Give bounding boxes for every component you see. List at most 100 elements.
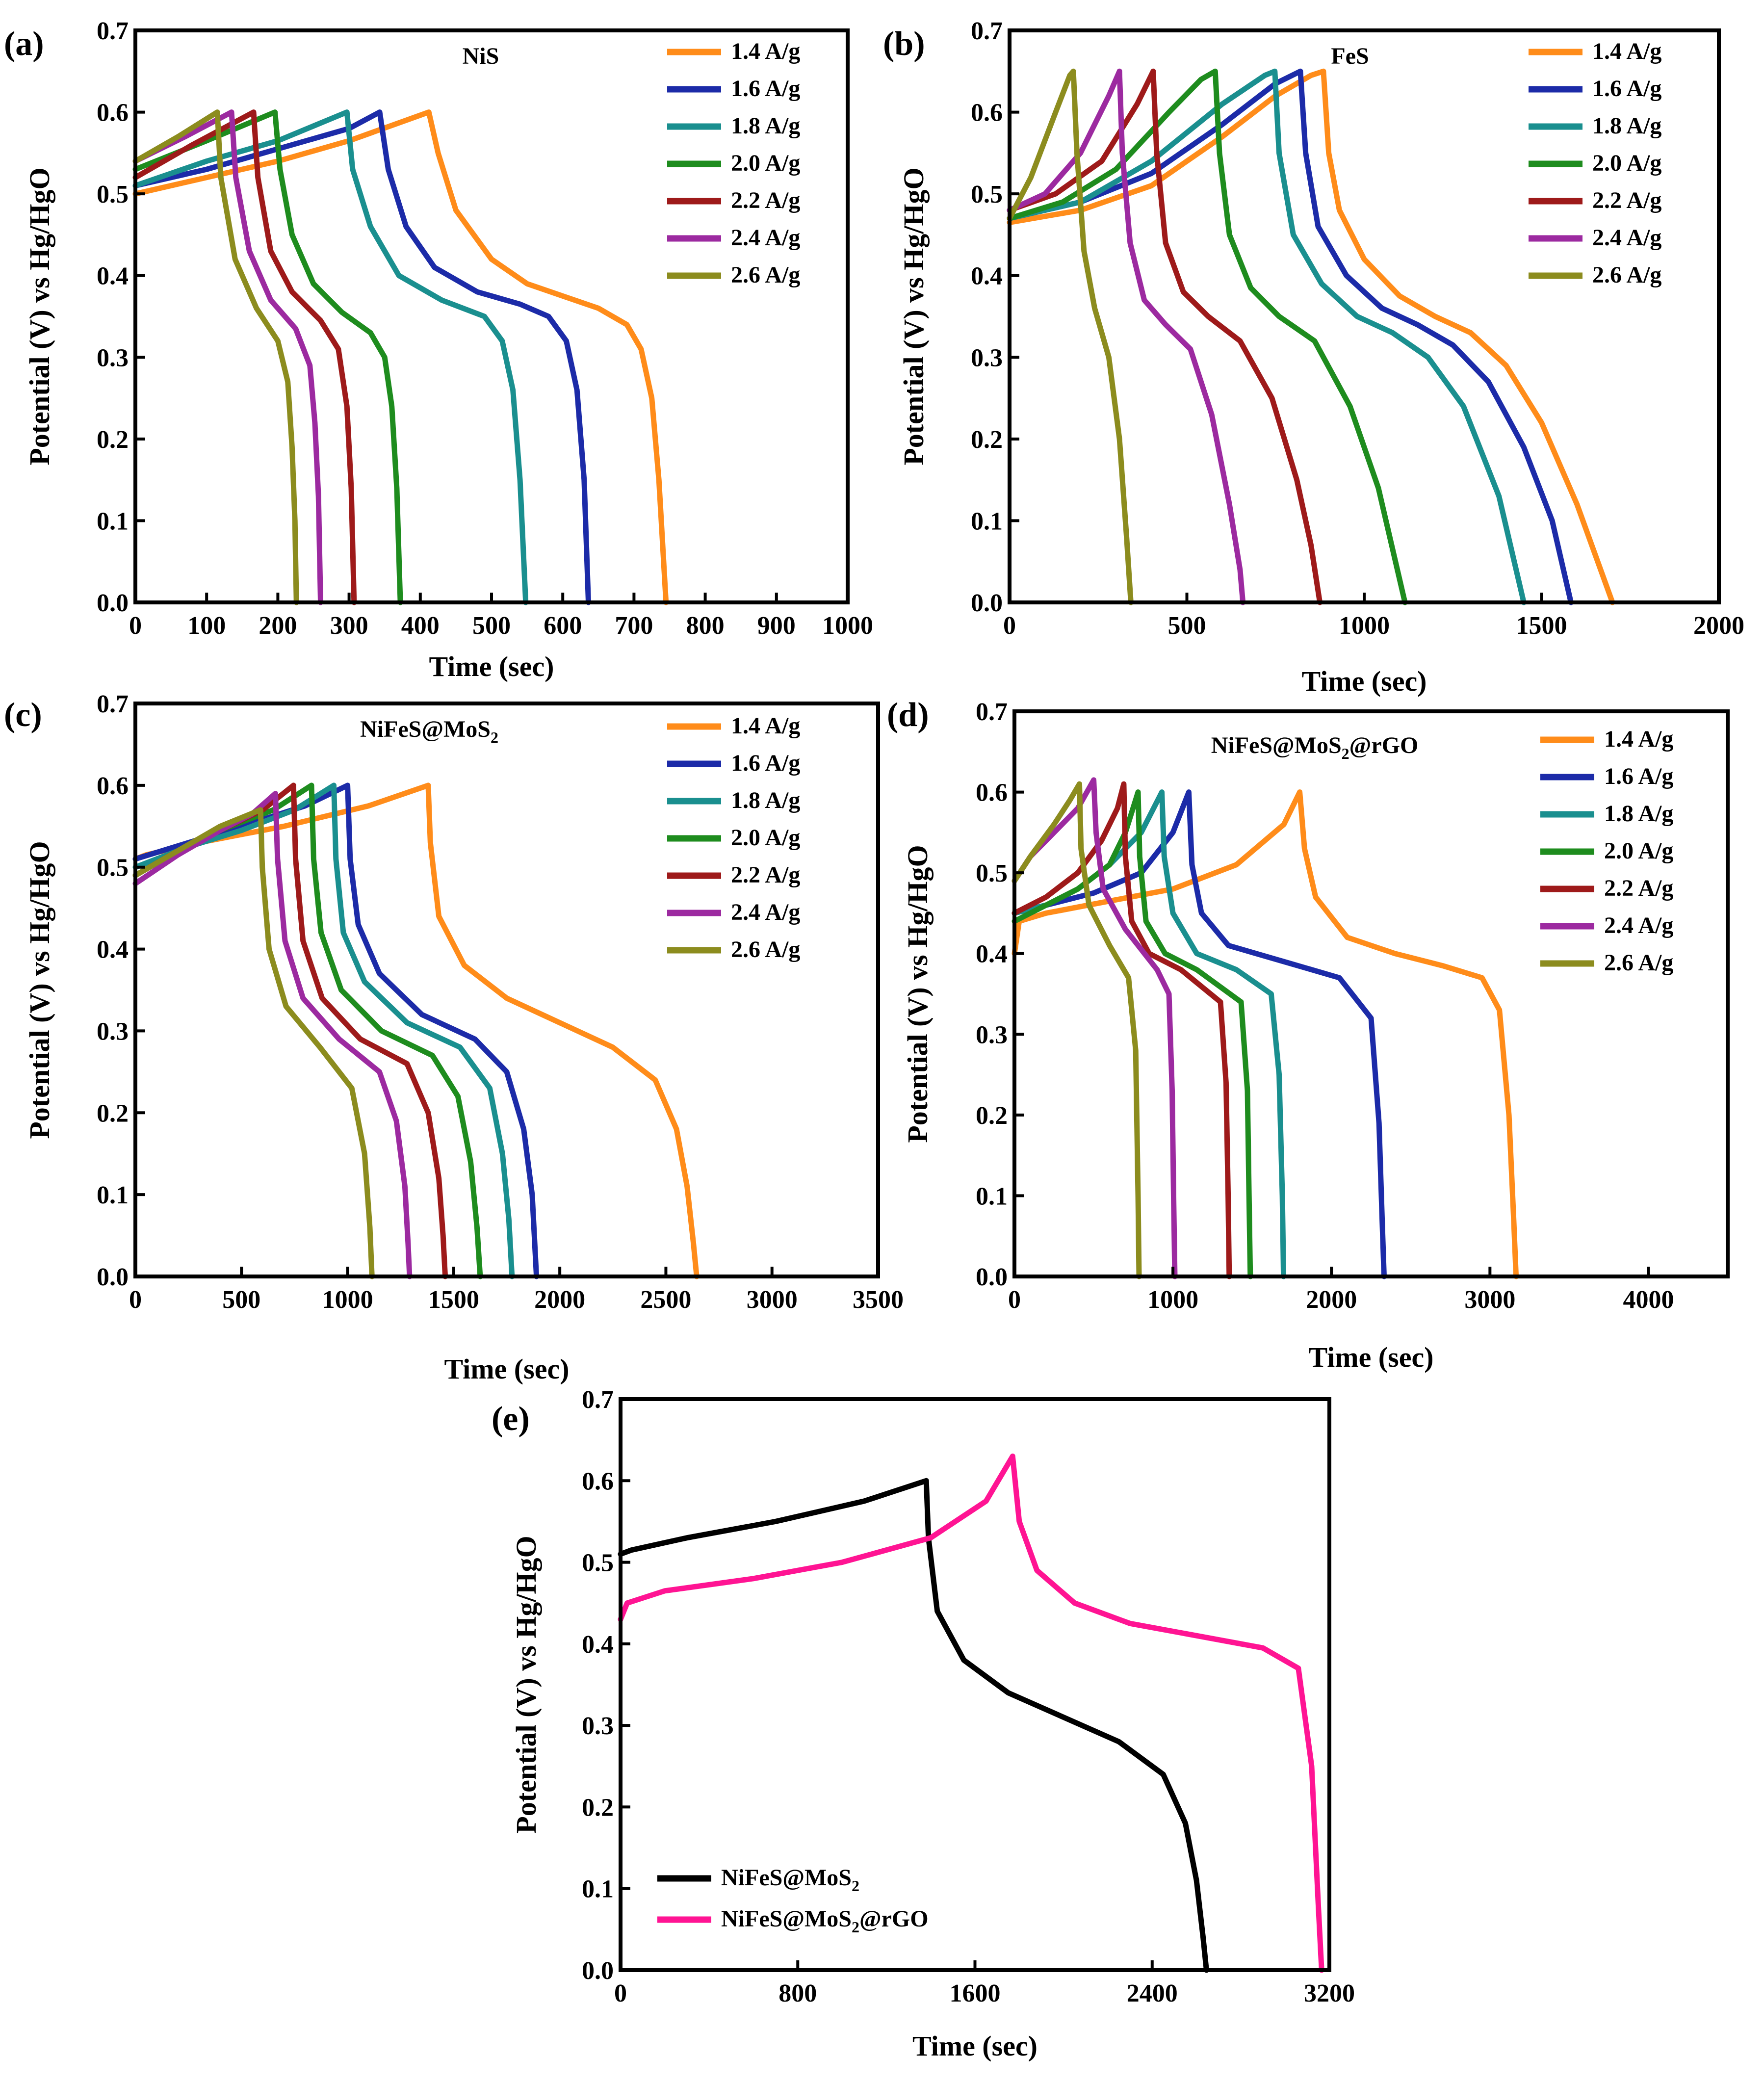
y-axis-title: Potential (V) vs Hg/HgO [24, 841, 55, 1139]
legend-entry: 1.6 A/g [1604, 763, 1673, 789]
y-tick-label: 0.2 [976, 1102, 1008, 1130]
x-tick-label: 500 [472, 612, 511, 640]
x-tick-label: 2400 [1127, 1979, 1178, 2007]
chart-title: NiFeS@MoS2 [360, 716, 498, 746]
series-line-2-2-a-g [132, 782, 448, 1279]
y-tick-label: 0.4 [582, 1631, 614, 1659]
y-tick-label: 0.5 [971, 181, 1003, 208]
legend-entry: 2.6 A/g [1604, 950, 1673, 976]
legend-entry: 2.4 A/g [731, 899, 800, 925]
x-tick-label: 500 [1168, 612, 1206, 640]
series-line-1-8-a-g [132, 109, 529, 605]
series-line-2-6-a-g [132, 109, 299, 605]
x-tick-label: 1000 [822, 612, 873, 640]
y-tick-label: 0.2 [582, 1794, 614, 1822]
x-tick-label: 100 [187, 612, 226, 640]
legend-entry: 1.8 A/g [1604, 801, 1673, 827]
panel-e: 0 800 1600 2400 3200 0.0 0.1 0.2 0.3 0.4 0.5 0.6 0.7… [492, 1386, 1355, 2062]
legend-entry: 2.2 A/g [1592, 187, 1661, 213]
chart-title-suffix: @rGO [1349, 732, 1419, 758]
legend-entry: NiFeS@MoS2 [721, 1865, 859, 1895]
legend-entry-subscript: 2 [852, 1877, 859, 1895]
legend-entry: 1.4 A/g [1592, 38, 1661, 64]
series-line-2-4-a-g [132, 791, 413, 1279]
series-line-2-6-a-g [132, 807, 375, 1279]
panel-d: 0 1000 2000 3000 4000 0.0 0.1 0.2 0.3 0.4 0.5 0.6 0.… [887, 696, 1730, 1373]
series-line-1-6-a-g [132, 782, 540, 1279]
series-line-2-6-a-g [1007, 68, 1134, 605]
panel-label: (c) [4, 696, 42, 734]
y-tick-label: 0.1 [971, 507, 1003, 535]
y-tick-label: 0.4 [97, 936, 129, 964]
x-tick-label: 0 [129, 1286, 142, 1314]
y-tick-label: 0.2 [97, 1099, 129, 1127]
legend: 1.4 A/g 1.6 A/g 1.8 A/g 2.0 A/g 2.2 A/g 2.4 A… [667, 713, 800, 963]
y-tick-label: 0.6 [582, 1467, 614, 1495]
x-tick-label: 400 [401, 612, 440, 640]
panel-a: 0 100 200 300 400 500 600 700 800 900 1000 0.0 0.1 0.… [4, 17, 873, 682]
legend-entry: 2.0 A/g [1592, 150, 1661, 176]
y-tick-label: 0.1 [976, 1182, 1008, 1210]
x-tick-label: 200 [259, 612, 297, 640]
legend-entry: 1.6 A/g [731, 76, 800, 102]
series-line-2-4-a-g [1012, 777, 1178, 1279]
chart-title-main: NiS [463, 43, 499, 69]
series-line-1-8-a-g [132, 782, 515, 1279]
x-tick-label: 3000 [1464, 1286, 1515, 1314]
y-tick-label: 0.6 [971, 99, 1003, 127]
legend-entry-main: NiFeS@MoS [721, 1865, 852, 1891]
x-tick-label: 300 [330, 612, 368, 640]
panel-c: 0 500 1000 1500 2000 2500 3000 3500 0.0 0.1 0.2 0.3… [4, 690, 904, 1385]
legend-entry-suffix: @rGO [859, 1906, 929, 1932]
legend: 1.4 A/g 1.6 A/g 1.8 A/g 2.0 A/g 2.2 A/g 2.4 A… [1540, 726, 1673, 976]
y-tick-label: 0.5 [97, 181, 129, 208]
y-tick-label: 0.3 [976, 1021, 1008, 1049]
legend-entry-main: NiFeS@MoS [721, 1906, 852, 1932]
series-line-2-0-a-g [1007, 68, 1408, 605]
series-line-1-4-a-g [1007, 68, 1615, 605]
legend-entry: 2.4 A/g [1592, 225, 1661, 251]
x-tick-label: 0 [129, 612, 142, 640]
y-tick-label: 0.5 [582, 1549, 614, 1577]
chart-title-subscript: 2 [491, 729, 498, 746]
y-tick-label: 0.5 [976, 859, 1008, 887]
legend-entry: 2.2 A/g [1604, 875, 1673, 901]
legend-entry: 2.4 A/g [731, 225, 800, 251]
x-tick-label: 900 [757, 612, 796, 640]
chart-title: NiFeS@MoS2@rGO [1211, 732, 1419, 762]
x-tick-label: 1500 [1516, 612, 1567, 640]
y-tick-label: 0.3 [582, 1712, 614, 1740]
series-line-1-4-a-g [132, 109, 669, 605]
legend-entry-subscript: 2 [852, 1918, 859, 1936]
series-line-nifes-mos2 [618, 1478, 1209, 1973]
x-axis-title: Time (sec) [444, 1353, 570, 1385]
y-tick-label: 0.0 [582, 1957, 614, 1985]
y-tick-label: 0.0 [97, 1263, 129, 1291]
legend-entry: 2.6 A/g [731, 262, 800, 288]
y-tick-label: 0.7 [97, 17, 129, 45]
legend-entry: 2.0 A/g [731, 825, 800, 851]
series-line-1-6-a-g [1007, 68, 1574, 605]
x-tick-label: 600 [544, 612, 582, 640]
y-tick-label: 0.0 [976, 1263, 1008, 1291]
y-tick-label: 0.3 [97, 344, 129, 372]
series-line-1-8-a-g [1007, 68, 1527, 605]
series-line-1-4-a-g [1012, 789, 1519, 1279]
y-axis-title: Potential (V) vs Hg/HgO [902, 845, 934, 1143]
x-tick-label: 2000 [534, 1286, 585, 1314]
x-tick-label: 700 [615, 612, 653, 640]
y-tick-label: 0.5 [97, 854, 129, 882]
y-tick-label: 0.1 [97, 507, 129, 535]
legend-entry: 2.0 A/g [1604, 838, 1673, 864]
y-tick-label: 0.1 [97, 1181, 129, 1209]
x-axis-title: Time (sec) [1309, 1341, 1434, 1373]
x-tick-label: 0 [1003, 612, 1016, 640]
y-tick-label: 0.0 [97, 589, 129, 617]
x-tick-label: 2500 [640, 1286, 691, 1314]
y-tick-label: 0.7 [971, 17, 1003, 45]
x-tick-label: 1600 [950, 1979, 1001, 2007]
legend: 1.4 A/g 1.6 A/g 1.8 A/g 2.0 A/g 2.2 A/g 2.4 A… [1529, 38, 1661, 288]
legend-entry: 1.8 A/g [731, 113, 800, 139]
y-tick-label: 0.6 [97, 772, 129, 800]
